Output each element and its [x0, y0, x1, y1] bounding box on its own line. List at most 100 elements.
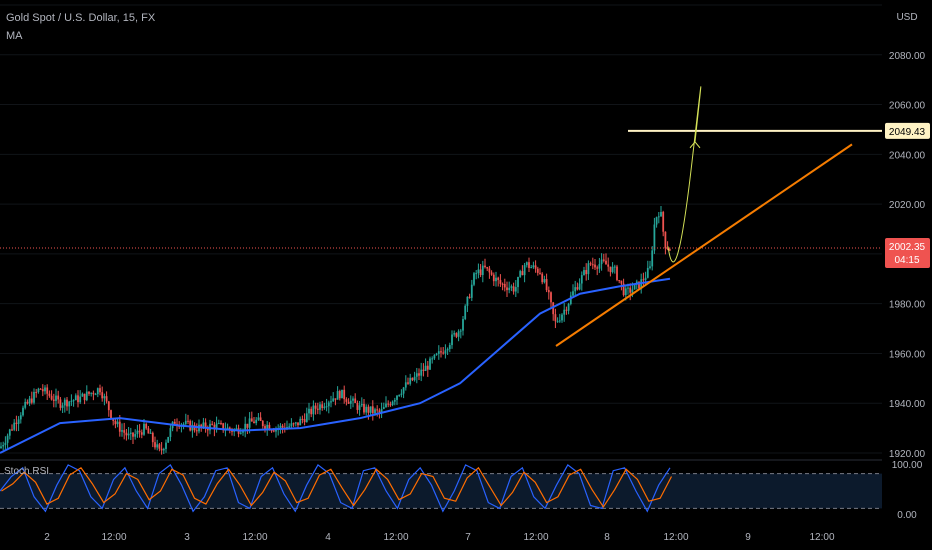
candle-body	[369, 406, 372, 413]
candle-body	[26, 401, 29, 404]
candle-body	[99, 388, 101, 393]
candle-body	[633, 283, 636, 290]
candle-body	[255, 419, 258, 424]
time-axis[interactable]: 2 12:00 3 12:00 4 12:00 7 12:00 8 12:00 9 12:00	[44, 532, 835, 543]
candle-body	[618, 280, 621, 282]
candlestick-series	[0, 206, 671, 455]
candle-body	[446, 348, 449, 351]
candle-body	[66, 399, 68, 407]
candle-body	[594, 264, 596, 268]
ascending-trendline[interactable]	[555, 143, 853, 347]
candle-body	[191, 424, 194, 431]
candle-body	[2, 445, 5, 447]
candle-body	[116, 421, 119, 425]
candle-body	[81, 393, 84, 397]
candle-body	[134, 434, 137, 437]
candle-body	[422, 369, 425, 372]
candle-body	[165, 442, 167, 449]
candle-body	[567, 303, 570, 311]
candle-body	[378, 410, 381, 413]
ma-indicator-label[interactable]: MA	[6, 30, 23, 42]
candle-body	[607, 264, 610, 267]
candle-body	[453, 333, 456, 335]
candle-body	[41, 389, 44, 392]
stoch-rsi-d-line	[1, 466, 673, 509]
currency-label[interactable]: USD	[896, 12, 917, 23]
bar-countdown: 04:15	[894, 255, 919, 266]
candle-body	[662, 212, 665, 232]
candle-body	[303, 419, 306, 423]
candle-body	[532, 265, 535, 268]
candle-body	[534, 265, 537, 269]
time-tick-label: 4	[325, 532, 331, 543]
candle-body	[204, 422, 207, 429]
candle-body	[664, 231, 667, 249]
candle-body	[556, 321, 559, 323]
candle-body	[70, 400, 73, 402]
candle-body	[253, 421, 255, 424]
candle-body	[63, 399, 66, 406]
candle-body	[110, 410, 112, 419]
candle-body	[668, 249, 671, 251]
candle-body	[15, 422, 18, 424]
candle-body	[290, 423, 293, 427]
candle-body	[215, 423, 218, 430]
candle-body	[514, 287, 517, 292]
candle-body	[136, 430, 139, 435]
candle-body	[195, 430, 198, 432]
candle-body	[154, 442, 156, 448]
candle-body	[33, 391, 35, 403]
candle-body	[55, 395, 57, 401]
candle-body	[572, 291, 574, 296]
candle-body	[299, 418, 302, 426]
candle-body	[380, 408, 383, 413]
candle-body	[264, 426, 266, 429]
candle-body	[600, 259, 603, 265]
candle-body	[259, 417, 262, 421]
candle-body	[345, 399, 348, 402]
candle-body	[580, 275, 583, 284]
candle-body	[169, 428, 172, 438]
candle-body	[184, 420, 187, 424]
candle-body	[512, 286, 515, 292]
candle-body	[266, 424, 269, 429]
candle-body	[209, 423, 211, 431]
candle-body	[121, 430, 123, 432]
candle-body	[389, 404, 392, 406]
time-tick-label: 12:00	[663, 532, 688, 543]
candle-body	[627, 287, 629, 289]
price-tick-label: 1920.00	[889, 449, 926, 460]
candle-body	[528, 262, 530, 268]
candle-body	[547, 290, 550, 293]
projection-curve[interactable]	[667, 86, 702, 263]
candle-body	[543, 279, 546, 283]
candle-body	[167, 437, 170, 443]
candle-body	[431, 358, 434, 360]
candle-body	[88, 391, 90, 394]
candle-body	[545, 279, 548, 291]
candle-body	[457, 331, 460, 337]
candle-body	[140, 432, 143, 435]
candle-body	[343, 389, 346, 400]
candle-body	[151, 432, 154, 443]
candle-body	[83, 393, 86, 401]
price-axis[interactable]: USD2080.002060.002040.002020.002000.0019…	[882, 0, 932, 550]
current-price-label: 2002.35	[889, 242, 926, 253]
candle-body	[435, 353, 438, 355]
candle-body	[506, 287, 508, 291]
candle-body	[211, 423, 214, 425]
candle-body	[28, 398, 31, 404]
candle-body	[655, 217, 658, 225]
candle-body	[539, 272, 541, 274]
price-tick-label: 2060.00	[889, 101, 926, 112]
candle-body	[4, 442, 7, 446]
candle-body	[292, 423, 295, 425]
candle-body	[239, 432, 242, 434]
candle-body	[162, 448, 165, 451]
candle-body	[228, 427, 231, 430]
candle-body	[305, 413, 308, 423]
candle-body	[440, 351, 442, 353]
candle-body	[596, 267, 599, 269]
